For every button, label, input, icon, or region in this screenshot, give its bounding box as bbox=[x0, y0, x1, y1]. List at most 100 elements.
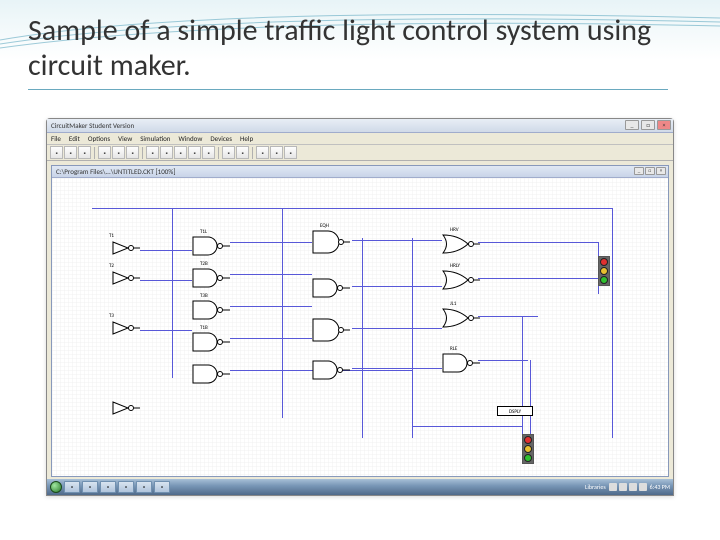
led bbox=[600, 276, 608, 284]
wire[interactable] bbox=[352, 368, 442, 369]
task-fm[interactable]: ▫ bbox=[82, 481, 98, 493]
doc-minimize-button[interactable]: _ bbox=[634, 167, 644, 175]
display-block[interactable]: DSPLY bbox=[497, 406, 533, 416]
toolbar-b-button[interactable]: ▪ bbox=[270, 146, 283, 159]
gate-label: T1 bbox=[109, 233, 114, 239]
nor2-gate[interactable] bbox=[442, 234, 480, 259]
wire[interactable] bbox=[478, 360, 528, 361]
titlebar[interactable]: CircuitMaker Student Version _ □ × bbox=[47, 119, 673, 133]
menu-window[interactable]: Window bbox=[178, 134, 202, 143]
wire[interactable] bbox=[352, 240, 442, 241]
toolbar-step-button[interactable]: ▪ bbox=[174, 146, 187, 159]
nand2-gate[interactable] bbox=[312, 360, 350, 385]
toolbar-a-button[interactable]: ▪ bbox=[256, 146, 269, 159]
nand3-gate[interactable] bbox=[312, 230, 350, 259]
wire[interactable] bbox=[352, 328, 442, 329]
nor2-gate[interactable] bbox=[442, 308, 480, 333]
nand2-gate[interactable] bbox=[192, 268, 230, 293]
toolbar-zoom-in-button[interactable]: ▪ bbox=[222, 146, 235, 159]
wire[interactable] bbox=[140, 250, 192, 251]
wire[interactable] bbox=[412, 238, 413, 438]
wire[interactable] bbox=[352, 286, 442, 287]
tray-icon[interactable] bbox=[629, 483, 637, 491]
circuit-canvas[interactable]: T1T2T3T1LT2BT3BT1BEQHHRVHRLYJL1RLEDSPLY bbox=[52, 178, 668, 476]
menu-devices[interactable]: Devices bbox=[210, 134, 232, 143]
task-pp[interactable]: ▫ bbox=[118, 481, 134, 493]
wire[interactable] bbox=[478, 242, 598, 243]
document-titlebar[interactable]: C:\Program Files\...\UNTITLED.CKT [100%]… bbox=[52, 166, 668, 178]
toolbar-text-button[interactable]: ▪ bbox=[112, 146, 125, 159]
wire[interactable] bbox=[140, 280, 192, 281]
led bbox=[524, 454, 532, 462]
start-button[interactable] bbox=[50, 481, 62, 493]
menu-options[interactable]: Options bbox=[88, 134, 110, 143]
minimize-button[interactable]: _ bbox=[625, 120, 639, 130]
task-ie[interactable]: ▫ bbox=[64, 481, 80, 493]
task-wd[interactable]: ▫ bbox=[100, 481, 116, 493]
task-br[interactable]: ▫ bbox=[154, 481, 170, 493]
nor2-gate[interactable] bbox=[442, 270, 480, 295]
task-cm[interactable]: ▫ bbox=[136, 481, 152, 493]
close-button[interactable]: × bbox=[657, 120, 671, 130]
toolbar-open-button[interactable]: ▪ bbox=[64, 146, 77, 159]
circuitmaker-window: CircuitMaker Student Version _ □ × File E… bbox=[46, 118, 674, 496]
wire[interactable] bbox=[230, 338, 312, 339]
menu-file[interactable]: File bbox=[51, 134, 61, 143]
clock[interactable]: 6:43 PM bbox=[650, 483, 670, 491]
wire[interactable] bbox=[172, 208, 173, 378]
menu-simulation[interactable]: Simulation bbox=[140, 134, 170, 143]
nand2-gate[interactable] bbox=[192, 364, 230, 389]
inverter-gate[interactable] bbox=[112, 241, 140, 260]
wire[interactable] bbox=[478, 316, 538, 317]
toolbar-new-button[interactable]: ▪ bbox=[50, 146, 63, 159]
nand2-gate[interactable] bbox=[442, 353, 480, 378]
led bbox=[524, 445, 532, 453]
tray-icon[interactable] bbox=[609, 483, 617, 491]
wire[interactable] bbox=[412, 426, 522, 427]
menubar: File Edit Options View Simulation Window Devic… bbox=[47, 133, 673, 145]
nand2-gate[interactable] bbox=[192, 236, 230, 261]
toolbar-zoom-out-button[interactable]: ▪ bbox=[236, 146, 249, 159]
inverter-gate[interactable] bbox=[112, 401, 140, 420]
wire[interactable] bbox=[612, 208, 613, 438]
toolbar-stop-button[interactable]: ▪ bbox=[202, 146, 215, 159]
traffic-light[interactable] bbox=[598, 256, 610, 286]
wire[interactable] bbox=[478, 278, 598, 279]
wire[interactable] bbox=[522, 316, 523, 436]
tray-icon[interactable] bbox=[639, 483, 647, 491]
menu-view[interactable]: View bbox=[118, 134, 132, 143]
menu-help[interactable]: Help bbox=[240, 134, 253, 143]
nand2-gate[interactable] bbox=[312, 278, 350, 303]
toolbar-probe-button[interactable]: ▪ bbox=[146, 146, 159, 159]
toolbar-save-button[interactable]: ▪ bbox=[78, 146, 91, 159]
wire[interactable] bbox=[530, 360, 531, 438]
nand3-gate[interactable] bbox=[312, 318, 350, 347]
wire[interactable] bbox=[92, 208, 612, 209]
led bbox=[524, 436, 532, 444]
tray-icons bbox=[609, 483, 647, 491]
wire[interactable] bbox=[230, 306, 312, 307]
gate-label: RLE bbox=[450, 346, 457, 352]
gate-label: HRLY bbox=[450, 263, 460, 269]
toolbar-c-button[interactable]: ▪ bbox=[284, 146, 297, 159]
maximize-button[interactable]: □ bbox=[641, 120, 655, 130]
wire[interactable] bbox=[282, 208, 283, 418]
doc-close-button[interactable]: × bbox=[656, 167, 666, 175]
toolbar-sim-button[interactable]: ▪ bbox=[160, 146, 173, 159]
inverter-gate[interactable] bbox=[112, 321, 140, 340]
wire[interactable] bbox=[230, 274, 312, 275]
nand2-gate[interactable] bbox=[192, 332, 230, 357]
toolbar-separator bbox=[218, 147, 219, 159]
wire[interactable] bbox=[362, 238, 363, 438]
wire[interactable] bbox=[230, 242, 312, 243]
menu-edit[interactable]: Edit bbox=[69, 134, 80, 143]
inverter-gate[interactable] bbox=[112, 271, 140, 290]
toolbar-wire-button[interactable]: ▪ bbox=[126, 146, 139, 159]
tray-icon[interactable] bbox=[619, 483, 627, 491]
toolbar-ptr-button[interactable]: ▪ bbox=[98, 146, 111, 159]
toolbar-run-button[interactable]: ▪ bbox=[188, 146, 201, 159]
nand2-gate[interactable] bbox=[192, 300, 230, 325]
traffic-light[interactable] bbox=[522, 434, 534, 464]
wire[interactable] bbox=[140, 330, 192, 331]
doc-maximize-button[interactable]: □ bbox=[645, 167, 655, 175]
